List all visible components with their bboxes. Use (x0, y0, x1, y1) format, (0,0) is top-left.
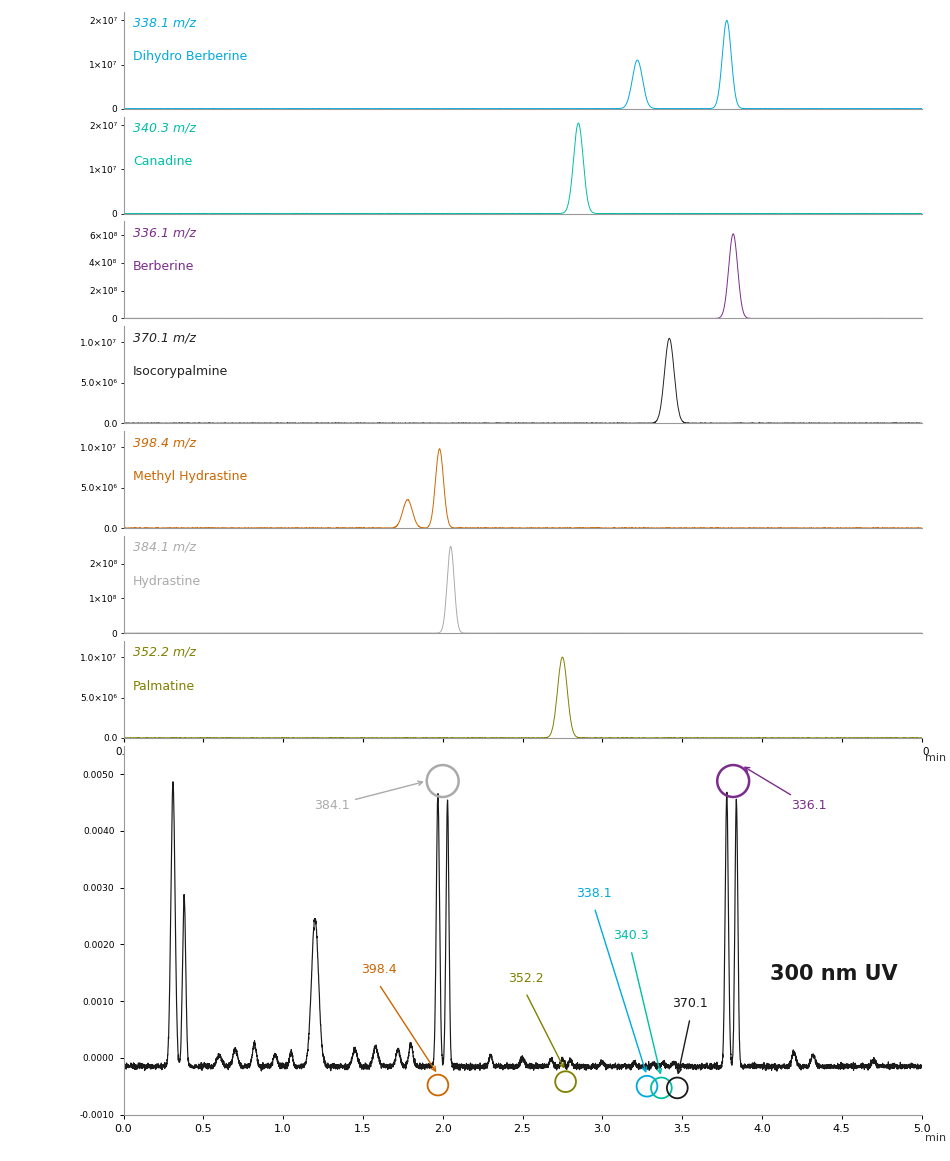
Text: 398.4 m/z: 398.4 m/z (133, 437, 196, 449)
Text: Canadine: Canadine (133, 156, 192, 168)
Text: 352.2 m/z: 352.2 m/z (133, 646, 196, 658)
Text: Dihydro Berberine: Dihydro Berberine (133, 50, 247, 64)
Text: min: min (925, 1133, 946, 1142)
Text: 398.4: 398.4 (361, 964, 397, 976)
Text: Berberine: Berberine (133, 260, 195, 273)
Text: 338.1 m/z: 338.1 m/z (133, 16, 196, 29)
Text: 384.1: 384.1 (314, 781, 423, 812)
Text: 300 nm UV: 300 nm UV (770, 965, 898, 985)
Text: Palmatine: Palmatine (133, 679, 195, 693)
Text: 336.1: 336.1 (745, 767, 826, 812)
Text: min: min (925, 752, 946, 763)
Text: Isocorypalmine: Isocorypalmine (133, 365, 228, 378)
Text: Hydrastine: Hydrastine (133, 575, 201, 587)
Text: 384.1 m/z: 384.1 m/z (133, 541, 196, 554)
Text: Methyl Hydrastine: Methyl Hydrastine (133, 470, 247, 483)
Text: 340.3: 340.3 (613, 929, 649, 943)
Text: 352.2: 352.2 (508, 972, 543, 985)
Text: 370.1 m/z: 370.1 m/z (133, 331, 196, 344)
Text: 336.1 m/z: 336.1 m/z (133, 226, 196, 239)
Text: 370.1: 370.1 (673, 997, 708, 1010)
Text: 340.3 m/z: 340.3 m/z (133, 122, 196, 135)
Text: 338.1: 338.1 (577, 887, 612, 900)
